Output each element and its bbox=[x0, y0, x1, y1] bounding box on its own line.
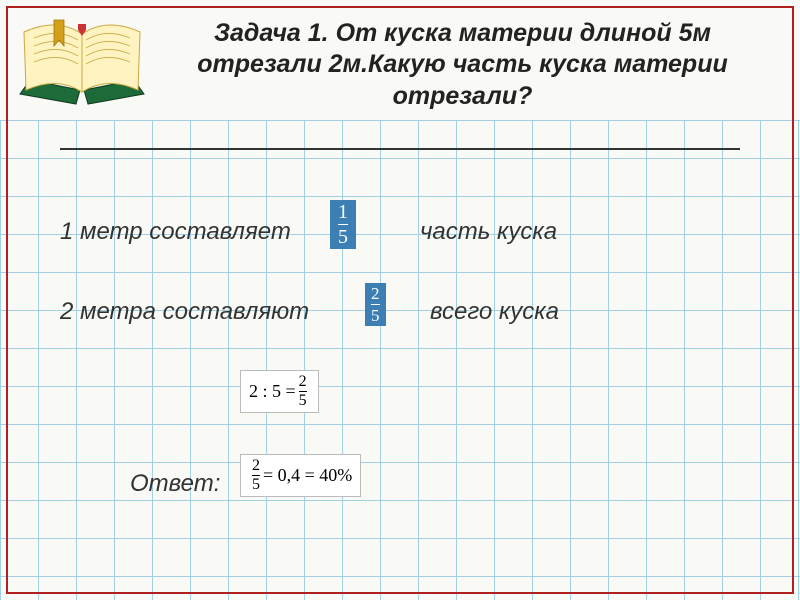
slide: Задача 1. От куска материи длиной 5м отр… bbox=[0, 0, 800, 600]
answer-label: Ответ: bbox=[130, 470, 220, 498]
equation-box: 2 : 5 = 2 5 bbox=[240, 370, 319, 413]
eq-denominator: 5 bbox=[299, 391, 307, 409]
statement-2b: всего куска bbox=[430, 298, 559, 326]
equation-lhs: 2 : 5 = bbox=[249, 381, 296, 402]
eq-numerator: 2 bbox=[299, 374, 307, 391]
ans-numerator: 2 bbox=[252, 458, 260, 475]
statement-2a: 2 метра составляют bbox=[60, 298, 309, 326]
answer-box: 2 5 = 0,4 = 40% bbox=[240, 454, 361, 497]
fraction-2: 2 5 bbox=[365, 283, 386, 326]
frac2-numerator: 2 bbox=[371, 285, 380, 304]
frac2-denominator: 5 bbox=[371, 304, 380, 324]
problem-title: Задача 1. От куска материи длиной 5м отр… bbox=[155, 18, 770, 112]
fraction-1: 1 5 bbox=[330, 200, 356, 249]
frac1-numerator: 1 bbox=[338, 202, 348, 224]
divider-line bbox=[60, 148, 740, 150]
statement-1a: 1 метр составляет bbox=[60, 218, 291, 246]
ans-denominator: 5 bbox=[252, 475, 260, 493]
frac1-denominator: 5 bbox=[338, 224, 348, 247]
statement-1b: часть куска bbox=[420, 218, 557, 246]
book-icon bbox=[12, 12, 152, 112]
answer-rhs: = 0,4 = 40% bbox=[263, 465, 352, 486]
